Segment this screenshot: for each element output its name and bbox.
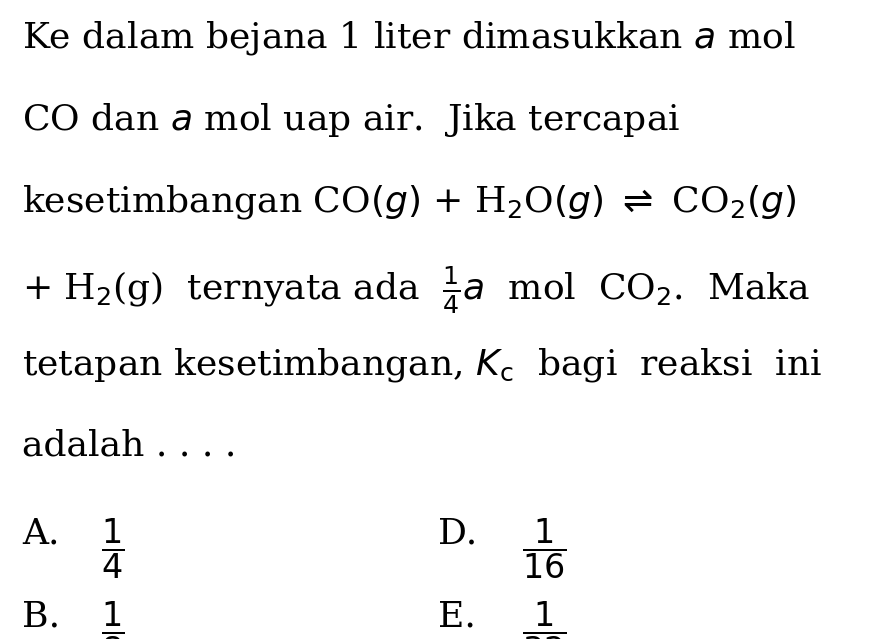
Text: + H$_2$(g)  ternyata ada  $\frac{1}{4}$$a$  mol  CO$_2$.  Maka: + H$_2$(g) ternyata ada $\frac{1}{4}$$a$…	[22, 265, 810, 316]
Text: A.: A.	[22, 516, 60, 550]
Text: tetapan kesetimbangan, $K_{\mathrm{c}}$  bagi  reaksi  ini: tetapan kesetimbangan, $K_{\mathrm{c}}$ …	[22, 346, 822, 384]
Text: adalah . . . .: adalah . . . .	[22, 428, 236, 462]
Text: kesetimbangan CO$(g)$ + H$_2$O$(g)$ $\rightleftharpoons$ CO$_2$$(g)$: kesetimbangan CO$(g)$ + H$_2$O$(g)$ $\ri…	[22, 183, 796, 220]
Text: CO dan $a$ mol uap air.  Jika tercapai: CO dan $a$ mol uap air. Jika tercapai	[22, 101, 681, 139]
Text: E.: E.	[438, 599, 476, 633]
Text: Ke dalam bejana 1 liter dimasukkan $a$ mol: Ke dalam bejana 1 liter dimasukkan $a$ m…	[22, 19, 795, 57]
Text: $\dfrac{1}{32}$: $\dfrac{1}{32}$	[522, 599, 567, 639]
Text: $\dfrac{1}{4}$: $\dfrac{1}{4}$	[101, 516, 124, 581]
Text: $\dfrac{1}{16}$: $\dfrac{1}{16}$	[522, 516, 567, 581]
Text: B.: B.	[22, 599, 60, 633]
Text: D.: D.	[438, 516, 478, 550]
Text: $\dfrac{1}{8}$: $\dfrac{1}{8}$	[101, 599, 124, 639]
